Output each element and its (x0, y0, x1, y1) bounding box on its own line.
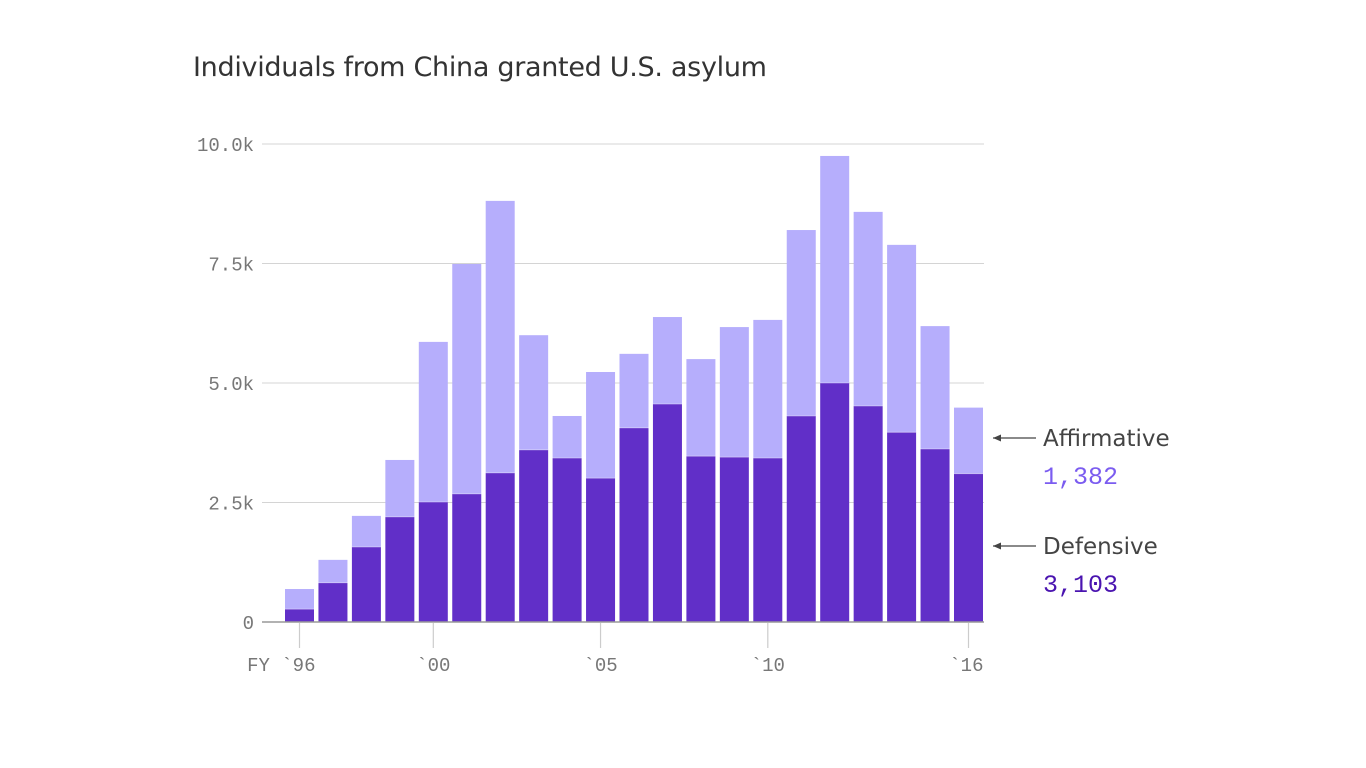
legend-affirmative-value: 1,382 (1043, 463, 1118, 492)
bar-defensive-1997 (318, 582, 348, 622)
bar-affirmative-2007 (652, 317, 682, 405)
bar-defensive-2009 (719, 457, 749, 622)
bar-defensive-1999 (385, 516, 415, 622)
bar-affirmative-2013 (853, 211, 883, 406)
bar-affirmative-2010 (753, 319, 783, 459)
bar-affirmative-1999 (385, 459, 415, 517)
bar-defensive-2005 (586, 478, 616, 622)
bar-defensive-1996 (285, 609, 314, 622)
bar-affirmative-2002 (485, 200, 515, 473)
bar-defensive-2008 (686, 456, 716, 622)
y-tick-label: 0 (243, 613, 254, 635)
affirmative-arrowhead-icon (993, 434, 1001, 442)
bar-defensive-2003 (519, 449, 549, 622)
bar-defensive-2000 (418, 502, 448, 622)
bar-affirmative-2000 (418, 341, 448, 503)
y-tick-label: 2.5k (208, 494, 254, 516)
legend-affirmative-label: Affirmative (1043, 426, 1170, 452)
bar-affirmative-1996 (285, 589, 314, 610)
bar-defensive-2015 (920, 448, 950, 622)
bar-affirmative-2005 (586, 372, 616, 479)
bar-affirmative-2001 (452, 263, 482, 494)
bar-defensive-2010 (753, 458, 783, 622)
bar-defensive-2011 (786, 415, 816, 622)
y-tick-label: 7.5k (208, 255, 254, 277)
bar-affirmative-2015 (920, 326, 950, 449)
x-tick-label: `10 (751, 655, 785, 677)
bar-affirmative-1998 (351, 515, 381, 547)
bar-affirmative-2003 (519, 335, 549, 450)
bar-defensive-2014 (887, 432, 917, 622)
x-tick-label: `16 (949, 655, 983, 677)
bar-affirmative-2014 (887, 244, 917, 433)
bar-defensive-2013 (853, 405, 883, 622)
legend-defensive-value: 3,103 (1043, 571, 1118, 600)
bar-affirmative-2009 (719, 327, 749, 458)
bar-defensive-2001 (452, 493, 482, 622)
bar-affirmative-2008 (686, 359, 716, 457)
bar-affirmative-1997 (318, 559, 348, 583)
x-tick-label: `00 (416, 655, 450, 677)
x-tick-label: FY `96 (247, 655, 315, 677)
defensive-arrowhead-icon (993, 542, 1001, 550)
y-tick-label: 5.0k (208, 374, 254, 396)
bar-defensive-2016 (954, 473, 983, 622)
x-tick-label: `05 (583, 655, 617, 677)
bar-defensive-1998 (351, 546, 381, 622)
bar-affirmative-2006 (619, 353, 649, 428)
bar-affirmative-2004 (552, 415, 582, 459)
bar-affirmative-2012 (820, 155, 850, 383)
bar-defensive-2012 (820, 383, 850, 622)
legend-defensive-label: Defensive (1043, 534, 1158, 560)
bar-defensive-2002 (485, 472, 515, 622)
bar-defensive-2006 (619, 427, 649, 622)
y-tick-label: 10.0k (197, 135, 254, 157)
bar-defensive-2004 (552, 458, 582, 622)
bar-defensive-2007 (652, 404, 682, 622)
bar-affirmative-2011 (786, 230, 816, 416)
bar-affirmative-2016 (954, 407, 983, 474)
chart-title: Individuals from China granted U.S. asyl… (193, 52, 767, 83)
legend: Affirmative 1,382 Defensive 3,103 (993, 426, 1170, 600)
